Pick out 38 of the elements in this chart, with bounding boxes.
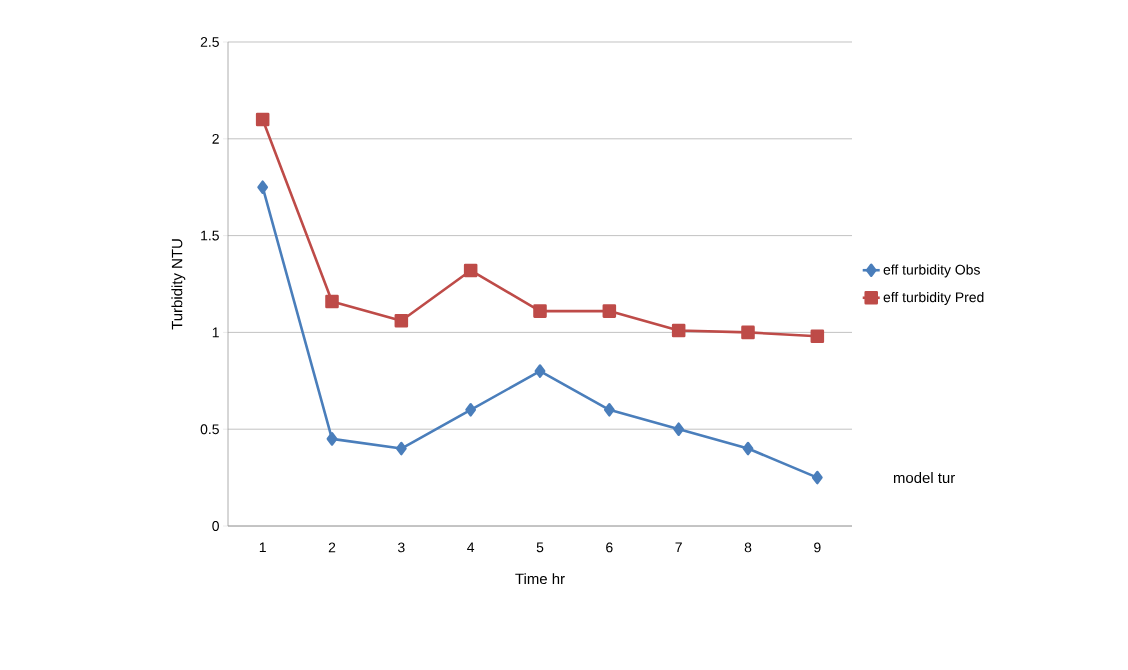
text: model tur [893, 472, 955, 484]
point [255, 112, 270, 127]
y-axis-title: Turbidity NTU [171, 239, 186, 330]
y-tick-label: 2.5 [200, 37, 219, 47]
point [465, 403, 477, 417]
point [742, 441, 754, 456]
x-tick-label: 2 [328, 542, 336, 553]
legend-label: eff turbidity Obs [883, 264, 980, 278]
x-tick-label: 4 [467, 542, 475, 553]
point [533, 304, 547, 318]
x-tick-label: 8 [744, 542, 752, 553]
y-tick-label: 1 [212, 327, 219, 338]
point [463, 263, 478, 278]
point [603, 403, 615, 417]
point [534, 364, 546, 378]
point [394, 314, 409, 328]
point [602, 304, 617, 318]
x-tick-label: 3 [397, 542, 405, 553]
y-tick-label: 2 [212, 133, 219, 144]
point [326, 432, 338, 446]
x-tick-label: 5 [536, 542, 544, 553]
point [810, 329, 825, 344]
point [811, 470, 823, 485]
y-tick-label: 0.5 [200, 424, 219, 435]
point [673, 422, 685, 436]
x-tick-label: 1 [259, 542, 266, 553]
x-axis-title: Time hr [515, 573, 565, 585]
y-tick-label: 0 [212, 521, 219, 531]
x-tick-label: 6 [606, 542, 613, 553]
y-tick-label: 1.5 [201, 230, 219, 241]
legend-label: eff turbidity Pred [883, 291, 984, 305]
point [741, 325, 755, 340]
point [395, 441, 407, 456]
x-tick-label: 9 [814, 542, 821, 553]
point [257, 180, 269, 194]
point [671, 323, 686, 338]
point [325, 294, 339, 309]
x-tick-label: 7 [675, 542, 682, 553]
